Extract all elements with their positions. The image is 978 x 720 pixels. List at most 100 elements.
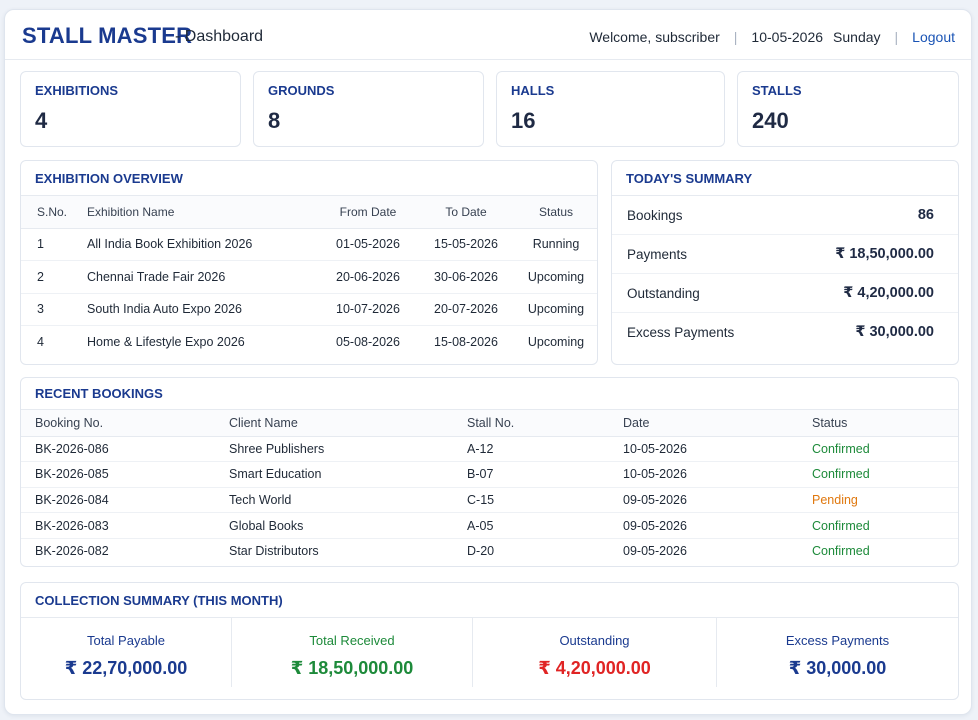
cell-client-name: Tech World [229,487,467,514]
divider: | [733,29,738,45]
cell-booking-no: BK-2026-085 [21,461,229,488]
status-badge: Upcoming [515,293,597,326]
brand-title: STALL MASTER [22,23,193,48]
dashboard-window: STALL MASTER - Dashboard Welcome, subscr… [4,9,972,715]
collection-total-received: Total Received ₹ 18,50,000.00 [232,618,473,687]
status-badge: Upcoming [527,335,585,349]
column-header: Stall No. [467,410,623,437]
cell-booking-no: BK-2026-086 [21,436,229,463]
collection-value: ₹ 30,000.00 [788,658,887,678]
current-date: 10-05-2026 [751,29,824,45]
table-row[interactable]: 2 Chennai Trade Fair 2026 20-06-2026 30-… [21,260,597,294]
cell-from-date: 05-08-2026 [336,335,400,349]
stat-label: GROUNDS [268,83,335,98]
collection-excess-payments: Excess Payments ₹ 30,000.00 [717,618,958,687]
cell-to-date: 15-05-2026 [417,228,515,261]
stat-card-stalls[interactable]: STALLS 240 [737,71,959,147]
table-row[interactable]: BK-2026-084 Tech World C-15 09-05-2026 P… [21,487,958,514]
cell-booking-no: BK-2026-083 [21,512,229,539]
table-row[interactable]: BK-2026-086 Shree Publishers A-12 10-05-… [21,436,958,463]
summary-label: Bookings [627,208,683,223]
panel-title: EXHIBITION OVERVIEW [21,161,597,196]
cell-exhibition-name: All India Book Exhibition 2026 [87,228,319,261]
cell-from-date: 10-07-2026 [319,293,417,326]
column-header: Client Name [229,410,467,437]
stat-card-grounds[interactable]: GROUNDS 8 [253,71,484,147]
panel-title: RECENT BOOKINGS [21,378,958,410]
table-row[interactable]: BK-2026-083 Global Books A-05 09-05-2026… [21,512,958,539]
summary-row-excess-payments: Excess Payments ₹ 30,000.00 [612,313,958,352]
panel-title: TODAY'S SUMMARY [612,161,958,196]
bookings-table: Booking No. Client Name Stall No. Date S… [21,410,958,564]
table-row[interactable]: BK-2026-082 Star Distributors D-20 09-05… [21,538,958,564]
welcome-text: Welcome, subscriber [589,29,720,45]
collection-value: ₹ 4,20,000.00 [538,658,651,678]
cell-date: 09-05-2026 [623,487,812,514]
collection-value: ₹ 22,70,000.00 [64,658,188,678]
cell-stall-no: A-05 [467,512,623,539]
cell-sno: 3 [21,293,87,326]
cell-sno: 4 [37,335,44,349]
status-badge: Confirmed [812,512,958,539]
status-badge: Running [515,228,597,261]
cell-booking-no: BK-2026-082 [35,544,109,559]
summary-row-payments: Payments ₹ 18,50,000.00 [612,235,958,274]
cell-exhibition-name: South India Auto Expo 2026 [87,293,319,326]
table-row[interactable]: 4 Home & Lifestyle Expo 2026 05-08-2026 … [21,326,597,359]
cell-from-date: 01-05-2026 [319,228,417,261]
cell-sno: 2 [21,260,87,294]
cell-to-date: 15-08-2026 [434,335,498,349]
todays-summary-panel: TODAY'S SUMMARY Bookings 86 Payments ₹ 1… [611,160,959,365]
summary-value: ₹ 4,20,000.00 [843,285,934,301]
cell-date: 09-05-2026 [623,512,812,539]
collection-summary-panel: COLLECTION SUMMARY (THIS MONTH) Total Pa… [20,582,959,700]
stat-value: 4 [35,108,48,133]
stat-card-halls[interactable]: HALLS 16 [496,71,725,147]
table-row[interactable]: 1 All India Book Exhibition 2026 01-05-2… [21,228,597,261]
stat-value: 8 [268,108,281,133]
column-header: To Date [417,196,515,229]
top-bar: STALL MASTER - Dashboard Welcome, subscr… [5,10,971,60]
status-badge: Upcoming [515,260,597,294]
status-badge: Confirmed [812,461,958,488]
cell-from-date: 20-06-2026 [319,260,417,294]
cell-exhibition-name: Home & Lifestyle Expo 2026 [87,335,245,349]
cell-stall-no: C-15 [467,487,623,514]
summary-label: Outstanding [627,286,700,301]
status-badge: Confirmed [812,436,958,463]
collection-label: Total Payable [86,633,166,648]
table-row[interactable]: BK-2026-085 Smart Education B-07 10-05-2… [21,461,958,488]
column-header: Date [623,410,812,437]
cell-to-date: 20-07-2026 [417,293,515,326]
stat-label: STALLS [752,83,802,98]
table-row[interactable]: 3 South India Auto Expo 2026 10-07-2026 … [21,293,597,326]
summary-label: Excess Payments [627,325,735,340]
stat-card-exhibitions[interactable]: EXHIBITIONS 4 [20,71,241,147]
column-header: From Date [319,196,417,229]
summary-row-outstanding: Outstanding ₹ 4,20,000.00 [612,274,958,313]
summary-value: ₹ 30,000.00 [855,324,934,340]
collection-label: Excess Payments [785,633,890,648]
collection-outstanding: Outstanding ₹ 4,20,000.00 [473,618,717,687]
page-subtitle: - Dashboard [175,28,264,45]
cell-stall-no: D-20 [467,544,495,559]
cell-client-name: Global Books [229,512,467,539]
table-header-row: Booking No. Client Name Stall No. Date S… [21,410,958,437]
stat-value: 240 [752,108,789,133]
user-area: Welcome, subscriber | 10-05-2026 Sunday … [589,29,955,45]
summary-row-bookings: Bookings 86 [612,196,958,235]
column-header: Status [812,410,958,437]
collection-grid: Total Payable ₹ 22,70,000.00 Total Recei… [21,618,958,687]
cell-date: 09-05-2026 [623,544,687,559]
stat-value: 16 [511,108,536,133]
collection-label: Total Received [309,633,395,648]
column-header: S.No. [21,196,87,229]
logout-link[interactable]: Logout [912,29,955,45]
cell-to-date: 30-06-2026 [417,260,515,294]
cell-client-name: Shree Publishers [229,436,467,463]
summary-value: ₹ 18,50,000.00 [835,246,934,262]
stat-label: EXHIBITIONS [35,83,119,98]
cell-exhibition-name: Chennai Trade Fair 2026 [87,260,319,294]
collection-label: Outstanding [559,633,630,648]
column-header: Booking No. [21,410,229,437]
